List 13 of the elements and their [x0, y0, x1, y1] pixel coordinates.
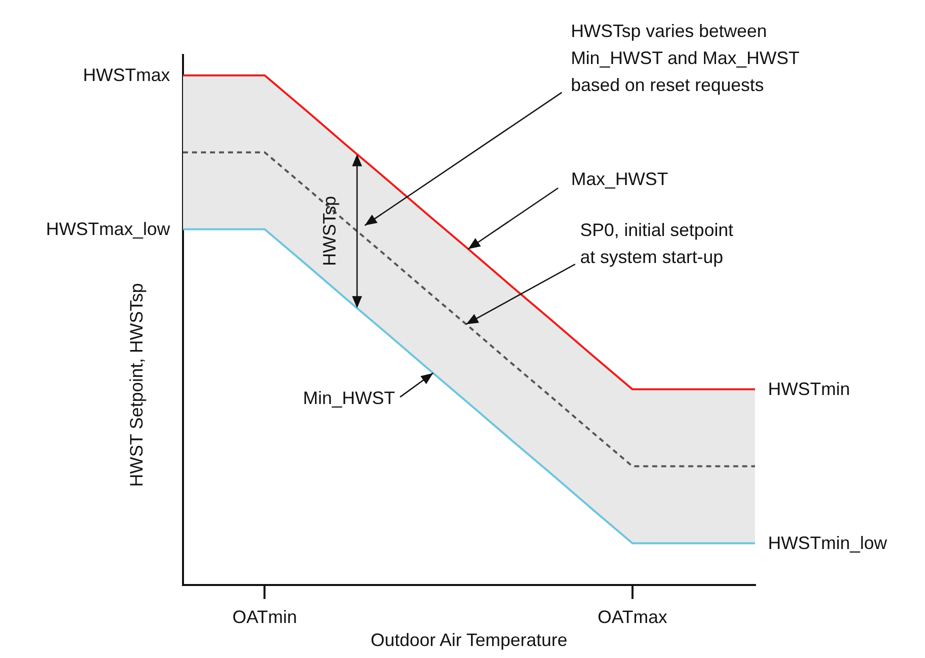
annotation: HWSTsp: [318, 196, 341, 266]
x-tick-label: OATmin: [232, 606, 298, 627]
annotation: SP0, initial setpoint at system start-up: [580, 219, 734, 270]
y-axis-title: HWST Setpoint, HWSTsp: [126, 283, 148, 487]
text: HWSTmax_low: [46, 218, 170, 242]
text: HWSTmin: [768, 378, 850, 402]
text: HWSTmax: [83, 64, 170, 88]
annotation: Max_HWST: [571, 168, 668, 191]
annotation: Min_HWST: [303, 387, 396, 410]
x-tick-label: OATmax: [598, 606, 668, 627]
text: HWSTmin_low: [768, 532, 888, 556]
annotation: HWSTsp varies between Min_HWST and Max_HWST based on reset requests: [570, 20, 800, 98]
x-axis-title: Outdoor Air Temperature: [370, 629, 568, 652]
